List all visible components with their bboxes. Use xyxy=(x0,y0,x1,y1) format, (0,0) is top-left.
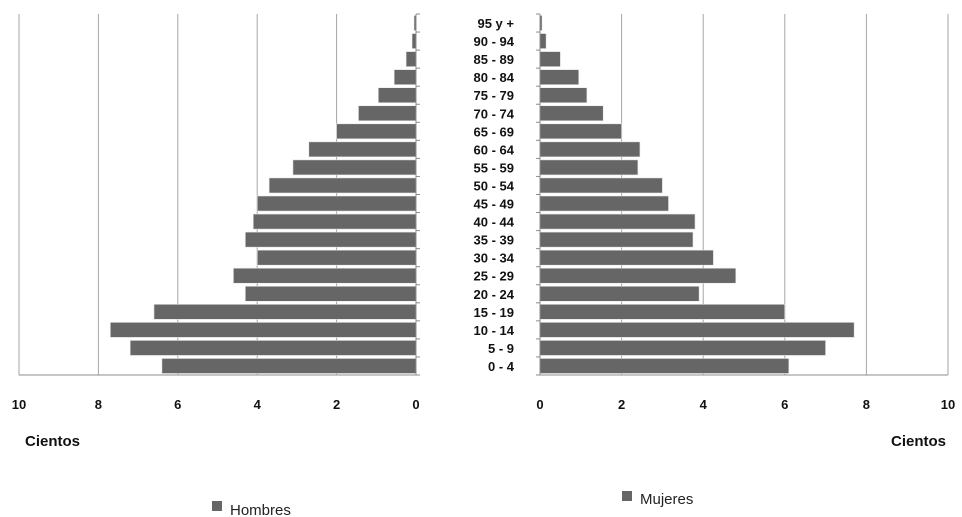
left-x-tick-label: 8 xyxy=(95,397,102,412)
hombres-bars xyxy=(110,15,417,374)
bar-hombres-75-79 xyxy=(377,87,417,104)
right-x-tick-label: 0 xyxy=(536,397,543,412)
bar-hombres-35-39 xyxy=(244,231,417,248)
bar-mujeres-15-19 xyxy=(539,303,786,320)
bar-hombres-15-19 xyxy=(153,303,417,320)
bar-mujeres-5-9 xyxy=(539,340,826,356)
bar-mujeres-60-64 xyxy=(539,141,641,158)
age-group-label: 50 - 54 xyxy=(474,178,515,193)
bar-mujeres-35-39 xyxy=(539,231,694,248)
bar-hombres-40-44 xyxy=(252,213,417,230)
left-panel-gridlines xyxy=(18,14,338,375)
right-x-tick-label: 8 xyxy=(863,397,870,412)
bar-hombres-90-94 xyxy=(411,33,417,49)
bar-mujeres-20-24 xyxy=(539,285,700,302)
left-axis-unit-label: Cientos xyxy=(25,433,80,450)
age-group-label: 90 - 94 xyxy=(474,34,515,49)
right-panel-axis xyxy=(536,13,948,376)
bar-mujeres-0-4 xyxy=(539,358,790,374)
age-group-label: 75 - 79 xyxy=(474,88,514,103)
bar-hombres-65-69 xyxy=(336,123,417,140)
age-group-label: 95 y + xyxy=(477,16,514,31)
legend-mujeres-swatch xyxy=(622,491,632,501)
left-x-tick-label: 4 xyxy=(254,397,262,412)
age-group-label: 20 - 24 xyxy=(474,287,515,302)
age-group-label: 35 - 39 xyxy=(474,233,514,248)
bar-hombres-80-84 xyxy=(393,69,417,86)
right-axis-unit-label: Cientos xyxy=(891,433,946,450)
age-group-label: 45 - 49 xyxy=(474,197,514,212)
bar-hombres-60-64 xyxy=(308,141,417,158)
bar-mujeres-55-59 xyxy=(539,159,639,176)
bar-mujeres-90-94 xyxy=(539,33,547,49)
age-group-label: 0 - 4 xyxy=(488,359,515,374)
right-x-tick-label: 6 xyxy=(781,397,788,412)
age-group-label: 30 - 34 xyxy=(474,251,515,266)
age-group-label: 65 - 69 xyxy=(474,124,514,139)
right-panel-gridlines xyxy=(621,14,949,375)
bar-mujeres-70-74 xyxy=(539,105,604,122)
right-x-tick-label: 4 xyxy=(700,397,708,412)
bar-mujeres-10-14 xyxy=(539,322,855,338)
age-group-label: 80 - 84 xyxy=(474,70,515,85)
right-x-tick-label: 2 xyxy=(618,397,625,412)
age-group-label: 70 - 74 xyxy=(474,106,515,121)
right-x-tick-label: 10 xyxy=(941,397,955,412)
left-x-tick-label: 6 xyxy=(174,397,181,412)
bar-mujeres-25-29 xyxy=(539,267,737,284)
left-x-tick-label: 10 xyxy=(12,397,26,412)
left-panel-axis xyxy=(19,13,420,376)
legend-hombres: Hombres xyxy=(212,501,291,517)
age-group-label: 5 - 9 xyxy=(488,341,514,356)
bar-hombres-50-54 xyxy=(268,177,417,194)
age-group-label: 60 - 64 xyxy=(474,142,515,157)
bar-hombres-10-14 xyxy=(110,322,417,338)
left-x-tick-label: 0 xyxy=(412,397,419,412)
bar-hombres-5-9 xyxy=(129,340,417,356)
bar-mujeres-40-44 xyxy=(539,213,696,230)
bar-mujeres-75-79 xyxy=(539,87,588,104)
age-group-label: 15 - 19 xyxy=(474,305,514,320)
age-group-label: 10 - 14 xyxy=(474,323,515,338)
bar-mujeres-30-34 xyxy=(539,249,714,266)
bar-hombres-25-29 xyxy=(233,267,417,284)
legend-mujeres: Mujeres xyxy=(622,491,693,508)
bar-hombres-45-49 xyxy=(256,195,417,212)
right-x-tick-labels: 0 2 4 6 8 10 xyxy=(536,397,955,412)
mujeres-bars xyxy=(539,15,855,374)
legend-hombres-swatch xyxy=(212,501,222,511)
bar-mujeres-45-49 xyxy=(539,195,669,212)
bar-hombres-30-34 xyxy=(256,249,417,266)
age-group-label: 25 - 29 xyxy=(474,269,514,284)
age-group-labels: 0 - 4 5 - 9 10 - 14 15 - 19 20 - 24 25 - 29 30… xyxy=(474,16,515,374)
left-x-tick-label: 2 xyxy=(333,397,340,412)
age-group-label: 40 - 44 xyxy=(474,215,515,230)
age-group-label: 55 - 59 xyxy=(474,160,514,175)
age-group-label: 85 - 89 xyxy=(474,52,514,67)
legend-hombres-label: Hombres xyxy=(230,502,291,517)
bar-hombres-0-4 xyxy=(161,358,417,374)
bar-mujeres-65-69 xyxy=(539,123,622,140)
bar-hombres-55-59 xyxy=(292,159,417,176)
bar-hombres-20-24 xyxy=(244,285,417,302)
bar-mujeres-85-89 xyxy=(539,51,561,67)
bar-hombres-85-89 xyxy=(405,51,417,67)
bar-hombres-70-74 xyxy=(358,105,417,122)
bar-mujeres-50-54 xyxy=(539,177,663,194)
left-x-tick-labels: 10 8 6 4 2 0 xyxy=(12,397,420,412)
legend-mujeres-label: Mujeres xyxy=(640,491,693,508)
bar-mujeres-80-84 xyxy=(539,69,580,86)
